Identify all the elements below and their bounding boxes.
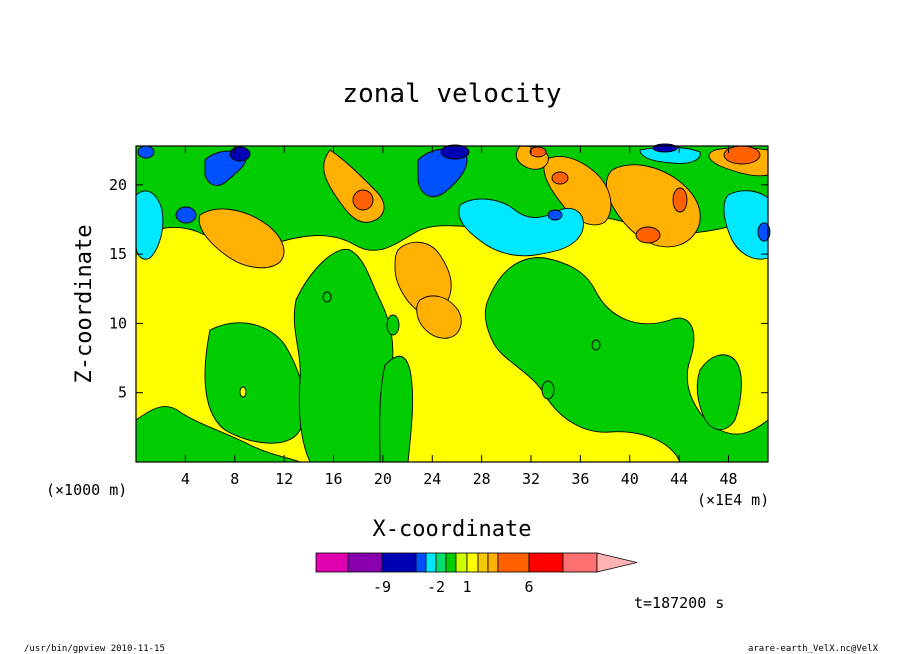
x-tick-label: 8	[230, 470, 239, 488]
contour-blue-small-b	[137, 145, 155, 159]
y-axis-ticks: 5 10 15 20	[109, 176, 768, 402]
x-tick-label: 28	[473, 470, 491, 488]
contour-green-dot-c	[541, 380, 555, 400]
colorbar-swatch	[347, 552, 383, 573]
contour-darkorange-f	[352, 189, 374, 211]
contour-darkorange-a	[635, 226, 661, 244]
contour-darkorange-c	[723, 145, 761, 165]
y-tick-label: 10	[109, 314, 127, 332]
time-stamp: t=187200 s	[634, 594, 724, 612]
contour-green-right-small	[696, 354, 742, 430]
x-tick-label: 40	[621, 470, 639, 488]
contour-green-floor	[135, 406, 301, 463]
chart-title: zonal velocity	[342, 79, 561, 109]
colorbar-swatch	[487, 552, 499, 573]
y-tick-label: 5	[118, 384, 127, 402]
colorbar-swatch	[497, 552, 530, 573]
colorbar-swatch	[415, 552, 427, 573]
colorbar-label: 1	[462, 578, 471, 596]
contour-orange-mid-left	[198, 208, 285, 269]
x-tick-label: 20	[374, 470, 392, 488]
contour-cyan-center	[458, 198, 584, 257]
contour-darkorange-d	[551, 171, 569, 185]
x-axis-ticks: 4 8 12 16 20 24 28 32 36 40 44 48	[181, 146, 738, 488]
contour-blue-center	[417, 148, 468, 198]
colorbar-swatch	[445, 552, 457, 573]
x-tick-label: 4	[181, 470, 190, 488]
y-axis-label: Z-coordinate	[72, 225, 97, 384]
x-tick-label: 16	[324, 470, 342, 488]
contour-field	[135, 143, 771, 463]
contour-green-dot-b	[386, 314, 400, 336]
contour-blue-small-c	[757, 222, 771, 242]
x-tick-label: 24	[423, 470, 441, 488]
contour-blue-small-d	[547, 209, 563, 221]
y-tick-label: 20	[109, 176, 127, 194]
contour-green-dot-d	[591, 339, 601, 351]
colorbar-arrow	[596, 552, 638, 573]
contour-cyan-right	[723, 190, 769, 260]
contour-darkblue-b	[229, 146, 251, 162]
colorbar-label: 6	[524, 578, 533, 596]
contour-yellow-dot	[239, 386, 247, 398]
x-unit-right: (×1E4 m)	[697, 491, 769, 509]
colorbar-swatch	[455, 552, 468, 573]
x-axis-label: X-coordinate	[373, 517, 532, 542]
colorbar-swatch	[435, 552, 447, 573]
footer-left: /usr/bin/gpview 2010-11-15	[24, 644, 165, 654]
colorbar-swatch	[466, 552, 479, 573]
colorbar-label: -2	[427, 578, 445, 596]
contour-green-center	[379, 355, 414, 463]
contour-cyan-left	[135, 190, 164, 260]
colorbar-swatch	[315, 552, 349, 573]
colorbar-swatch	[477, 552, 489, 573]
colorbar-swatch	[381, 552, 417, 573]
colorbar-swatch	[425, 552, 437, 573]
x-tick-label: 12	[275, 470, 293, 488]
contour-darkorange-e	[529, 146, 547, 158]
footer-right: arare-earth_VelX.nc@VelX	[748, 644, 879, 654]
contour-green-dot-a	[322, 291, 332, 303]
plot-frame	[135, 145, 769, 463]
colorbar-label: -9	[373, 578, 391, 596]
colorbar-swatch	[528, 552, 564, 573]
contour-darkorange-b	[672, 187, 688, 213]
x-unit-left: (×1000 m)	[46, 481, 127, 499]
x-tick-label: 32	[522, 470, 540, 488]
contour-blue-small-a	[175, 206, 197, 224]
y-tick-label: 15	[109, 245, 127, 263]
contour-orange-mid-b	[416, 295, 462, 339]
x-tick-label: 36	[571, 470, 589, 488]
colorbar-swatch	[562, 552, 598, 573]
colorbar: -9 -2 1 6	[315, 552, 638, 596]
contour-darkblue-c	[652, 143, 678, 153]
contour-darkblue-a	[440, 144, 470, 160]
x-tick-label: 44	[670, 470, 688, 488]
x-tick-label: 48	[719, 470, 737, 488]
contour-green-low-left	[204, 322, 305, 444]
